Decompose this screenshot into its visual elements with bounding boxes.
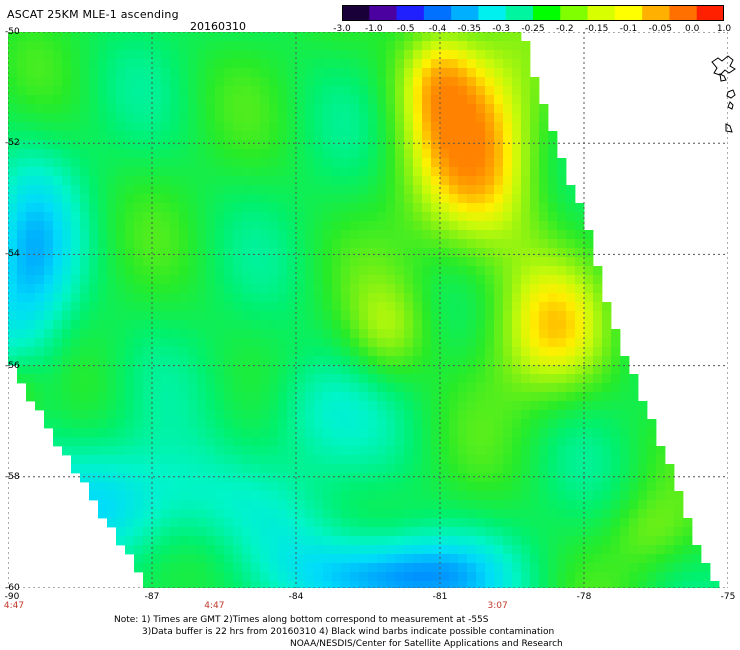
note-line-1: Note: 1) Times are GMT 2)Times along bot…	[114, 615, 489, 625]
note-line-3: NOAA/NESDIS/Center for Satellite Applica…	[290, 639, 563, 649]
color-scale-bar	[342, 5, 724, 21]
color-scale-label: -0.4	[428, 24, 447, 34]
color-scale-label: -0.25	[521, 24, 545, 34]
color-scale-label: -3.0	[333, 24, 351, 34]
longitude-label: -81	[432, 592, 448, 602]
color-scale-swatch	[369, 5, 398, 21]
color-scale-swatch	[669, 5, 698, 21]
color-scale-label: -0.15	[585, 24, 609, 34]
latitude-label: -60	[5, 583, 20, 593]
longitude-label: -87	[144, 592, 160, 602]
color-scale-label: -0.1	[619, 24, 638, 34]
latitude-label: -50	[5, 27, 20, 37]
longitude-label: -90	[4, 592, 20, 602]
color-scale-swatch	[478, 5, 507, 21]
map-canvas[interactable]	[8, 32, 728, 588]
color-scale-swatch	[342, 5, 370, 21]
color-scale-labels: -3.0 -1.0 -0.5 -0.4 -0.35 -0.3 -0.25 -0.2 -0.15-…	[330, 24, 740, 36]
color-scale-swatch	[505, 5, 534, 21]
color-scale-label: 1.0	[716, 24, 732, 34]
color-scale-swatch	[533, 5, 561, 21]
color-scale-swatch	[696, 5, 724, 21]
latitude-label: -56	[5, 360, 20, 371]
color-scale-swatch	[396, 5, 425, 21]
latitude-label: -52	[5, 138, 20, 149]
color-scale-label: -1.0	[365, 24, 383, 34]
wind-map[interactable]	[8, 32, 728, 588]
longitude-label: -84	[288, 592, 304, 602]
time-label: 4:47	[204, 601, 225, 611]
latitude-label: -54	[5, 249, 20, 260]
color-scale-swatch	[423, 5, 452, 21]
color-scale-label: -0.5	[396, 24, 415, 34]
color-scale-label: -0.2	[556, 24, 574, 34]
note-line-2: 3)Data buffer is 22 hrs from 20160310 4)…	[142, 627, 555, 637]
color-scale-label: -0.05	[648, 24, 672, 34]
color-scale-label: -0.3	[492, 24, 510, 34]
color-scale-swatch	[614, 5, 643, 21]
map-date: 20160310	[190, 20, 246, 33]
color-scale-swatch	[451, 5, 479, 21]
map-title: ASCAT 25KM MLE-1 ascending	[7, 8, 179, 21]
longitude-label: -78	[576, 592, 592, 602]
color-scale-label: 0.0	[684, 24, 700, 34]
time-label: 3:07	[487, 601, 508, 611]
color-scale-swatch	[587, 5, 616, 21]
color-scale-label: -0.35	[457, 24, 481, 34]
color-scale-swatch	[560, 5, 589, 21]
longitude-label: -75	[720, 592, 736, 602]
time-label: 4:47	[3, 601, 25, 611]
coastline-fragment	[711, 55, 736, 133]
color-scale-swatch	[642, 5, 670, 21]
latitude-label: -58	[5, 471, 20, 482]
